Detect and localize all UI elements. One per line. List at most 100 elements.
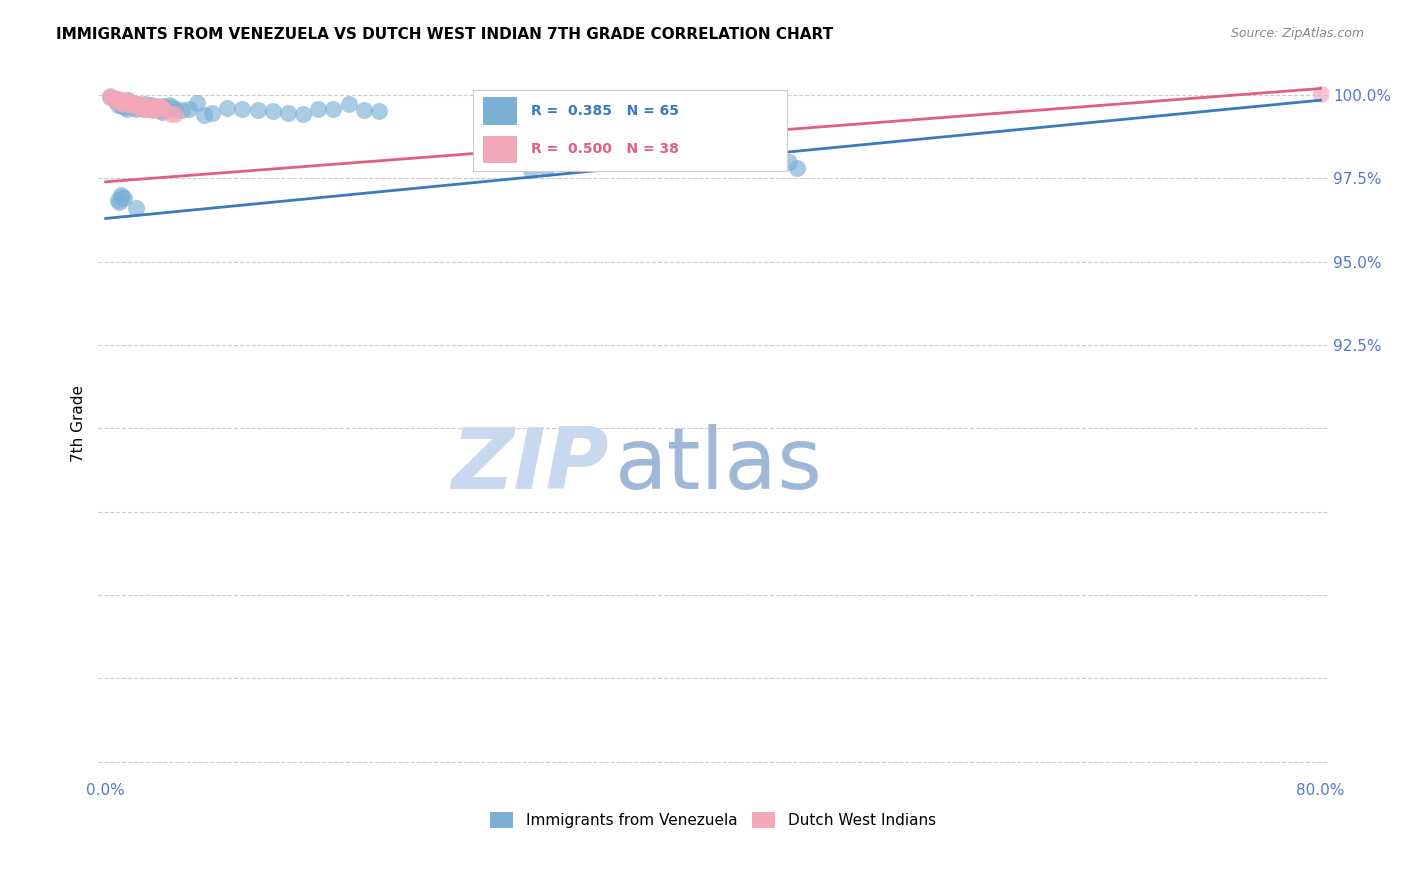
Point bbox=[132, 101, 155, 115]
Point bbox=[165, 106, 187, 120]
Point bbox=[786, 161, 808, 176]
Point bbox=[193, 107, 215, 121]
Point bbox=[165, 102, 187, 116]
Point bbox=[138, 102, 160, 116]
Point bbox=[122, 96, 145, 111]
Point bbox=[142, 103, 165, 118]
Point bbox=[142, 100, 165, 114]
Point bbox=[157, 97, 180, 112]
Point bbox=[131, 101, 153, 115]
Point bbox=[98, 90, 121, 104]
Point bbox=[108, 95, 131, 109]
Point bbox=[337, 96, 360, 111]
Point bbox=[124, 97, 146, 112]
Point bbox=[150, 101, 173, 115]
Point bbox=[103, 90, 125, 104]
Point bbox=[128, 96, 150, 111]
Point bbox=[115, 102, 138, 116]
Point bbox=[322, 102, 344, 116]
Point bbox=[112, 93, 135, 107]
Point bbox=[155, 102, 177, 116]
Point bbox=[128, 97, 150, 112]
Point bbox=[149, 103, 172, 118]
Point bbox=[117, 93, 139, 107]
Point bbox=[125, 99, 148, 113]
Point bbox=[186, 95, 208, 110]
Point bbox=[115, 95, 138, 110]
Text: IMMIGRANTS FROM VENEZUELA VS DUTCH WEST INDIAN 7TH GRADE CORRELATION CHART: IMMIGRANTS FROM VENEZUELA VS DUTCH WEST … bbox=[56, 27, 834, 42]
Point bbox=[136, 101, 159, 115]
Point bbox=[262, 104, 284, 119]
Point bbox=[104, 91, 127, 105]
Point bbox=[125, 202, 148, 216]
Point bbox=[778, 154, 800, 169]
Point bbox=[141, 98, 163, 112]
Point bbox=[143, 99, 166, 113]
Point bbox=[104, 93, 127, 107]
Point bbox=[149, 100, 172, 114]
Point bbox=[152, 102, 174, 116]
Point bbox=[98, 88, 121, 103]
Point bbox=[127, 100, 149, 114]
Point bbox=[114, 94, 136, 108]
Point bbox=[118, 95, 141, 110]
Point bbox=[534, 161, 557, 176]
Text: ZIP: ZIP bbox=[451, 425, 609, 508]
Point bbox=[127, 96, 149, 111]
Point bbox=[110, 96, 132, 111]
Y-axis label: 7th Grade: 7th Grade bbox=[72, 384, 86, 462]
Point bbox=[1309, 87, 1331, 101]
Point bbox=[108, 194, 131, 209]
Point bbox=[217, 101, 239, 115]
Point bbox=[138, 101, 160, 115]
Point bbox=[134, 96, 156, 111]
Point bbox=[368, 104, 391, 119]
Point bbox=[110, 188, 132, 202]
Point bbox=[125, 102, 148, 116]
Point bbox=[114, 100, 136, 114]
Point bbox=[146, 101, 169, 115]
Point bbox=[120, 96, 142, 111]
Point bbox=[112, 97, 135, 112]
Point bbox=[111, 99, 134, 113]
Point bbox=[246, 103, 269, 118]
Point bbox=[111, 96, 134, 111]
Point bbox=[117, 96, 139, 111]
Point bbox=[112, 191, 135, 205]
Point bbox=[145, 101, 167, 115]
Point bbox=[277, 105, 299, 120]
Point bbox=[307, 102, 329, 116]
Point bbox=[153, 101, 176, 115]
Point bbox=[105, 91, 128, 105]
Point bbox=[292, 106, 315, 120]
Point bbox=[146, 102, 169, 116]
Point bbox=[162, 100, 184, 114]
Point bbox=[134, 102, 156, 116]
Point bbox=[120, 95, 142, 109]
Point bbox=[179, 102, 201, 116]
Text: Source: ZipAtlas.com: Source: ZipAtlas.com bbox=[1230, 27, 1364, 40]
Point bbox=[135, 99, 157, 113]
Point bbox=[131, 100, 153, 114]
Point bbox=[107, 193, 129, 207]
Point bbox=[129, 98, 152, 112]
Point bbox=[143, 99, 166, 113]
Point bbox=[122, 98, 145, 112]
Point bbox=[129, 99, 152, 113]
Point bbox=[132, 102, 155, 116]
Point bbox=[124, 100, 146, 114]
Point bbox=[160, 106, 183, 120]
Point bbox=[107, 98, 129, 112]
Point bbox=[111, 190, 134, 204]
Point bbox=[145, 102, 167, 116]
Point bbox=[231, 102, 253, 116]
Point bbox=[148, 99, 170, 113]
Point bbox=[105, 93, 128, 107]
Point bbox=[118, 97, 141, 112]
Point bbox=[110, 95, 132, 110]
Point bbox=[136, 100, 159, 114]
Point bbox=[520, 163, 543, 178]
Point bbox=[150, 104, 173, 119]
Point bbox=[107, 92, 129, 106]
Point bbox=[148, 102, 170, 116]
